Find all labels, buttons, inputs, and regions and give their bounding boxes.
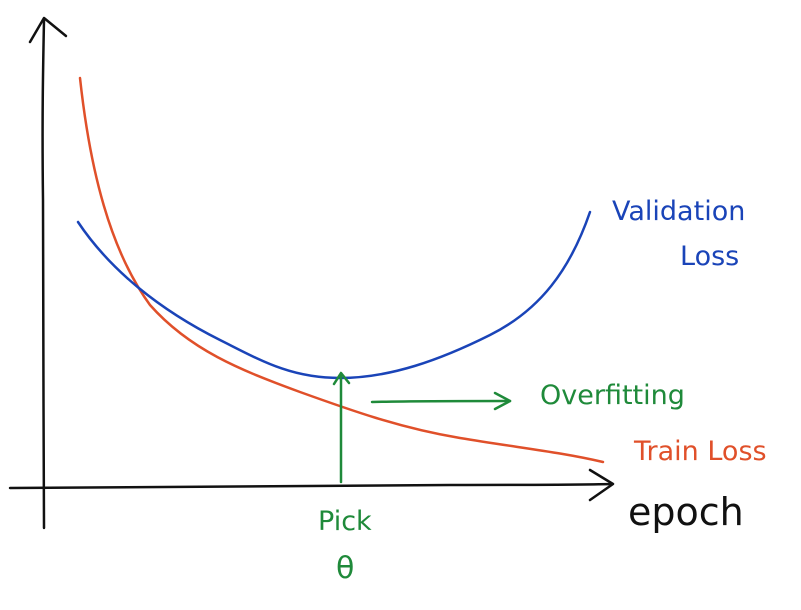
train-loss-curve (78, 76, 605, 464)
pick-arrow-head (332, 371, 351, 386)
overfitting-arrow-line (370, 399, 512, 404)
train-loss-label: Train Loss (633, 436, 767, 467)
x-axis-arrowhead (588, 468, 615, 502)
validation-loss-label-line1: Validation (612, 196, 745, 227)
pick-label: Pick (318, 506, 372, 537)
y-axis-arrowhead (28, 16, 68, 44)
y-axis-line (41, 18, 46, 530)
overfitting-arrow-head (493, 391, 512, 411)
x-axis-label: epoch (628, 490, 744, 534)
validation-loss-label-line2: Loss (680, 241, 739, 272)
x-axis-line (8, 482, 614, 490)
validation-loss-curve (76, 210, 592, 380)
theta-label: θ (336, 551, 354, 586)
overfitting-label: Overfitting (540, 380, 685, 411)
